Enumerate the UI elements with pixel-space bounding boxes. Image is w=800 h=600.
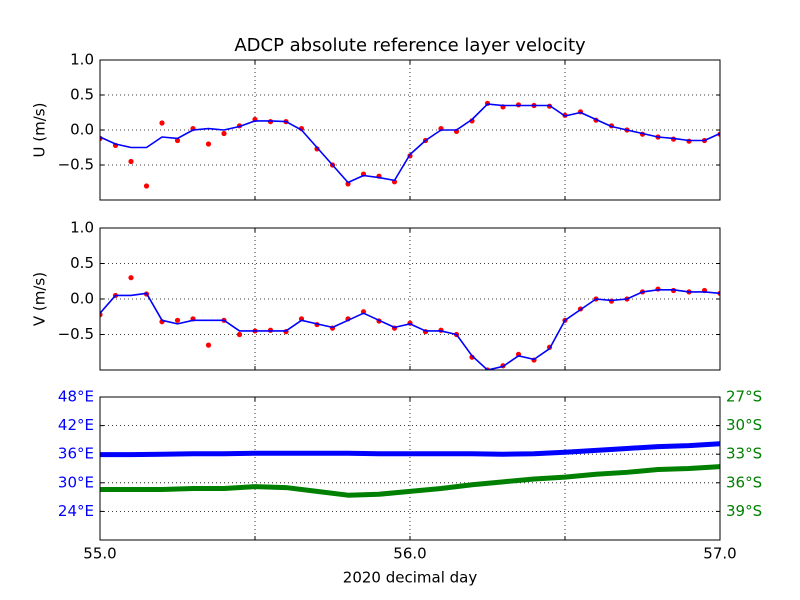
- y-tick-label: 42°E: [58, 416, 94, 434]
- y2-tick-label: 36°S: [726, 473, 762, 491]
- y2-tick-label: 30°S: [726, 416, 762, 434]
- y2-tick-label: 33°S: [726, 445, 762, 463]
- plot-area: [100, 100, 720, 189]
- y-tick-label: 1.0: [70, 219, 94, 237]
- x-tick-label: 57.0: [703, 545, 736, 563]
- data-point: [314, 146, 320, 152]
- y-tick-label: 30°E: [58, 473, 94, 491]
- data-line: [100, 103, 720, 184]
- axes-frame: [99, 396, 721, 541]
- y-axis-label: V (m/s): [31, 272, 49, 326]
- data-point: [128, 158, 134, 165]
- data-point: [143, 183, 150, 189]
- chart-title: ADCP absolute reference layer velocity: [234, 35, 586, 56]
- data-point: [205, 141, 212, 147]
- data-line: [100, 464, 720, 498]
- x-tick-label: 55.0: [83, 545, 116, 563]
- y2-tick-label: 27°S: [726, 388, 762, 406]
- data-point: [236, 331, 243, 338]
- axes-frame: [99, 59, 721, 201]
- y-tick-label: 24°E: [58, 502, 94, 520]
- y-axis-label: U (m/s): [31, 103, 49, 158]
- plot-area: [100, 441, 720, 498]
- y-tick-label: −0.5: [58, 156, 94, 174]
- y-tick-label: 0.0: [70, 121, 94, 139]
- y-tick-label: 1.0: [70, 51, 94, 69]
- y-tick-label: 0.5: [70, 86, 94, 104]
- y-tick-label: 0.5: [70, 254, 94, 272]
- y-tick-label: 36°E: [58, 445, 94, 463]
- data-point: [205, 342, 212, 348]
- data-point: [159, 120, 165, 126]
- data-point: [221, 130, 227, 137]
- y-tick-label: 48°E: [58, 388, 94, 406]
- x-tick-label: 56.0: [393, 545, 426, 563]
- x-axis-label: 2020 decimal day: [343, 569, 478, 587]
- data-line: [100, 441, 720, 458]
- y2-tick-label: 39°S: [726, 502, 762, 520]
- data-line: [100, 288, 720, 370]
- y-tick-label: −0.5: [58, 325, 94, 343]
- data-point: [174, 137, 181, 144]
- data-point: [174, 317, 181, 323]
- axes-frame: [99, 227, 721, 371]
- plot-area: [100, 275, 720, 370]
- data-point: [128, 275, 134, 281]
- y-tick-label: 0.0: [70, 290, 94, 308]
